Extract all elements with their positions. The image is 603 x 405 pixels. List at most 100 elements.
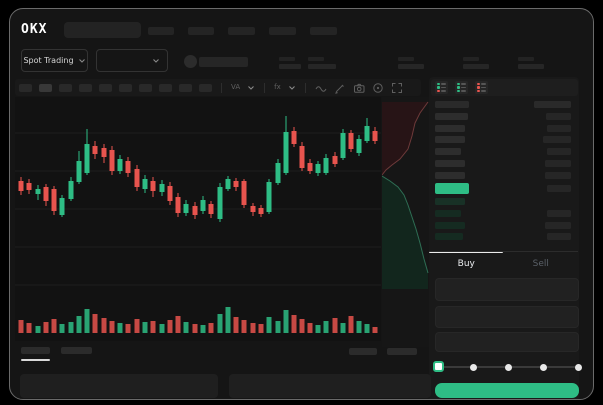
dot — [437, 89, 440, 93]
ask-amount-skeleton[interactable] — [546, 113, 571, 120]
orders-tab-2[interactable] — [61, 347, 92, 354]
ask-amount-skeleton[interactable] — [545, 160, 571, 167]
buy-submit-button[interactable] — [435, 383, 579, 398]
line — [461, 83, 466, 85]
orderbook-toolbar — [431, 79, 578, 96]
book-asks-icon[interactable] — [475, 81, 488, 94]
depth-panel — [381, 97, 429, 347]
ask-price-skeleton[interactable] — [435, 125, 465, 132]
last-amount-skeleton[interactable] — [547, 185, 571, 192]
ask-amount-skeleton[interactable] — [543, 136, 571, 143]
line — [461, 86, 466, 89]
orders-link-1[interactable] — [349, 348, 377, 355]
search-input[interactable] — [64, 22, 141, 38]
stat-label-skeleton — [398, 57, 414, 61]
book-bids-icon[interactable] — [455, 81, 468, 94]
stat-label-skeleton — [463, 57, 479, 61]
dot — [477, 86, 480, 89]
ask-price-skeleton[interactable] — [435, 113, 468, 120]
ask-amount-skeleton[interactable] — [547, 125, 571, 132]
nav-item-5[interactable] — [310, 27, 337, 35]
toolbar-button-10[interactable] — [199, 83, 212, 92]
line — [481, 86, 486, 89]
stat-label-skeleton — [308, 57, 324, 61]
line — [481, 90, 486, 92]
bid-price-skeleton[interactable] — [435, 222, 465, 229]
chevron-down-icon[interactable] — [247, 85, 255, 91]
order-field-3[interactable] — [435, 332, 579, 352]
orders-panel-2 — [229, 374, 431, 398]
market-stat-5 — [518, 57, 548, 69]
bid-amount-skeleton[interactable] — [545, 222, 571, 229]
chevron-down-icon — [78, 58, 86, 64]
dot — [457, 82, 460, 86]
mode-selector[interactable]: Spot Trading — [21, 49, 88, 72]
chevron-down-icon[interactable] — [288, 85, 296, 91]
book-combined-icon[interactable] — [435, 81, 448, 94]
ask-amount-skeleton[interactable] — [545, 172, 571, 179]
toolbar-button-6[interactable] — [119, 83, 132, 92]
pair-selector[interactable] — [96, 49, 168, 72]
interval-control[interactable]: VA — [231, 83, 241, 91]
app-window: OKX Spot Trading VA fx Buy — [9, 8, 594, 400]
nav-item-3[interactable] — [228, 27, 255, 35]
bid-price-skeleton[interactable] — [435, 210, 461, 217]
toolbar-button-3[interactable] — [59, 83, 72, 92]
nav-item-4[interactable] — [269, 27, 296, 35]
order-field-2[interactable] — [435, 306, 579, 328]
slider-handle[interactable] — [432, 361, 444, 372]
icon-row — [437, 82, 446, 86]
slider-stop-4[interactable] — [574, 363, 582, 371]
expand-icon[interactable] — [391, 82, 403, 94]
bid-price-skeleton[interactable] — [435, 198, 465, 205]
tab-sell[interactable]: Sell — [532, 258, 549, 269]
ask-price-skeleton[interactable] — [435, 160, 465, 167]
coin-avatar — [184, 55, 197, 68]
target-icon[interactable] — [372, 82, 384, 94]
toolbar-button-9[interactable] — [179, 83, 192, 92]
top-nav-menu — [148, 27, 337, 35]
stat-label-skeleton — [279, 57, 295, 61]
bid-amount-skeleton[interactable] — [547, 210, 571, 217]
stat-value-skeleton — [463, 64, 489, 69]
nav-item-2[interactable] — [188, 27, 214, 35]
toolbar-button-2[interactable] — [39, 83, 52, 92]
nav-item-1[interactable] — [148, 27, 174, 35]
toolbar-button-1[interactable] — [19, 83, 32, 92]
pencil-icon[interactable] — [334, 82, 346, 94]
toolbar-button-4[interactable] — [79, 83, 92, 92]
orders-link-2[interactable] — [387, 348, 417, 355]
icon-row — [477, 82, 486, 86]
dot — [477, 89, 480, 93]
orders-tab-1[interactable] — [21, 347, 50, 354]
toolbar-button-8[interactable] — [159, 83, 172, 92]
chevron-down-icon — [152, 58, 160, 64]
stat-value-skeleton — [279, 64, 301, 69]
toolbar-button-7[interactable] — [139, 83, 152, 92]
ask-price-skeleton[interactable] — [435, 136, 465, 143]
toolbar-button-5[interactable] — [99, 83, 112, 92]
dot — [477, 82, 480, 86]
stat-value-skeleton — [398, 64, 424, 69]
ask-price-skeleton[interactable] — [435, 172, 465, 179]
slider-stop-3[interactable] — [539, 363, 547, 371]
slider-stop-1[interactable] — [469, 363, 477, 371]
order-field-1[interactable] — [435, 278, 579, 301]
ask-amount-skeleton[interactable] — [547, 148, 571, 155]
candlestick-chart[interactable] — [15, 97, 381, 341]
toolbar-divider — [304, 82, 306, 93]
camera-icon[interactable] — [353, 82, 365, 94]
wave-icon[interactable] — [315, 82, 327, 94]
orderbook-header-price[interactable] — [435, 101, 469, 108]
line — [441, 83, 446, 85]
bid-price-skeleton[interactable] — [435, 233, 463, 240]
line — [441, 86, 446, 89]
tab-buy[interactable]: Buy — [457, 258, 475, 269]
depth-canvas — [381, 101, 429, 289]
slider-stop-2[interactable] — [504, 363, 512, 371]
ask-price-skeleton[interactable] — [435, 148, 461, 155]
orderbook-header-amount[interactable] — [534, 101, 571, 108]
last-price-badge[interactable] — [435, 183, 469, 194]
bid-amount-skeleton[interactable] — [547, 233, 571, 240]
indicators-control[interactable]: fx — [274, 83, 281, 91]
